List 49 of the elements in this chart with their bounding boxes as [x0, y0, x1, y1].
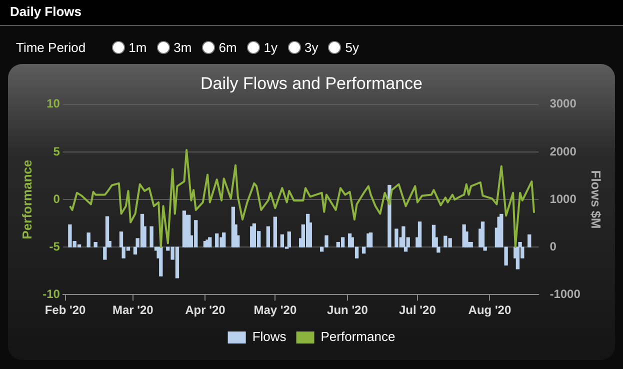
legend-label: Flows [252, 329, 287, 344]
bar [340, 237, 345, 248]
y2-tick-label: 0 [550, 239, 557, 254]
bar [77, 244, 82, 248]
y2-tick-label: 1000 [550, 192, 577, 206]
bar [528, 234, 532, 248]
y-axis-title: Performance [19, 160, 34, 240]
bar [222, 232, 226, 248]
y2-axis-title: Flows $M [588, 170, 604, 229]
y-tick-label: 0 [53, 192, 60, 206]
bar [215, 233, 219, 248]
x-tick-label: Apr '20 [185, 303, 226, 318]
bar [480, 222, 485, 248]
bar [86, 232, 90, 248]
text: Time Period [16, 40, 86, 55]
x-tick-label: Mar '20 [112, 303, 154, 318]
x-tick-label: Feb '20 [44, 303, 86, 318]
text: 3m [172, 40, 192, 55]
y-tick-label: -10 [42, 286, 60, 301]
bar [469, 242, 473, 248]
x-tick-label: Jul '20 [399, 303, 436, 318]
text: 1y [262, 40, 278, 55]
bar [159, 246, 163, 276]
text: 3y [304, 40, 318, 55]
legend-label: Performance [320, 329, 396, 344]
y2-tick-label: 3000 [550, 96, 577, 111]
text: 1m [128, 40, 147, 55]
bar [266, 226, 270, 248]
text: Daily Flows [0, 0, 623, 26]
x-tick-label: May '20 [254, 303, 297, 318]
bar [252, 223, 256, 248]
y-tick-label: 5 [53, 144, 60, 158]
y-tick-label: -5 [49, 239, 60, 254]
x-tick-label: Aug '20 [468, 303, 512, 318]
y-tick-label: 10 [46, 96, 60, 111]
bar [273, 216, 277, 248]
bar [208, 237, 212, 248]
chart-title: Daily Flows and Performance [200, 74, 423, 93]
x-tick-label: Jun '20 [327, 303, 368, 318]
bar [94, 242, 98, 248]
bar [150, 226, 154, 248]
y2-tick-label: 2000 [550, 144, 577, 158]
bar [394, 228, 398, 248]
bar [287, 232, 291, 248]
bar [418, 222, 422, 248]
bar [368, 232, 373, 248]
text: 5y [344, 40, 359, 55]
y2-tick-label: -1000 [550, 286, 581, 301]
text: 6m [218, 40, 237, 55]
